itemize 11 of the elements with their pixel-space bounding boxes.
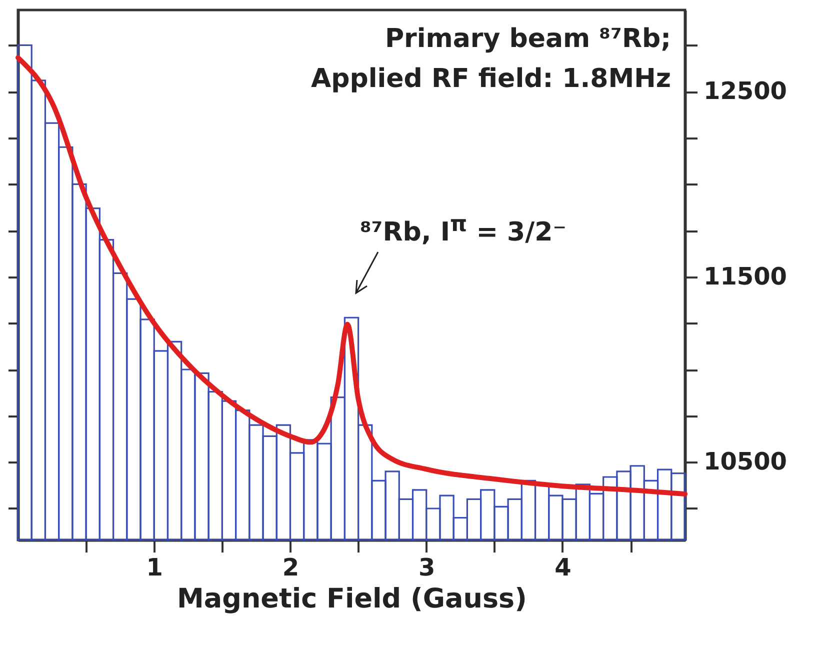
x-tick-label: 3 [418, 554, 436, 582]
x-axis-title: Magnetic Field (Gauss) [177, 584, 527, 614]
annotation: Primary beam ⁸⁷Rb; [385, 24, 671, 54]
x-tick-label: 4 [554, 554, 572, 582]
x-tick-label: 1 [146, 554, 163, 582]
y-tick-label: 10500 [704, 448, 787, 476]
y-tick-label: 12500 [704, 77, 787, 106]
annotation: Applied RF field: 1.8MHz [310, 64, 671, 94]
x-tick-label: 2 [282, 554, 300, 582]
y-tick-label: 11500 [704, 262, 787, 290]
annotation: ⁸⁷Rb, I$^{π}$ = 3/2⁻ [360, 212, 566, 248]
